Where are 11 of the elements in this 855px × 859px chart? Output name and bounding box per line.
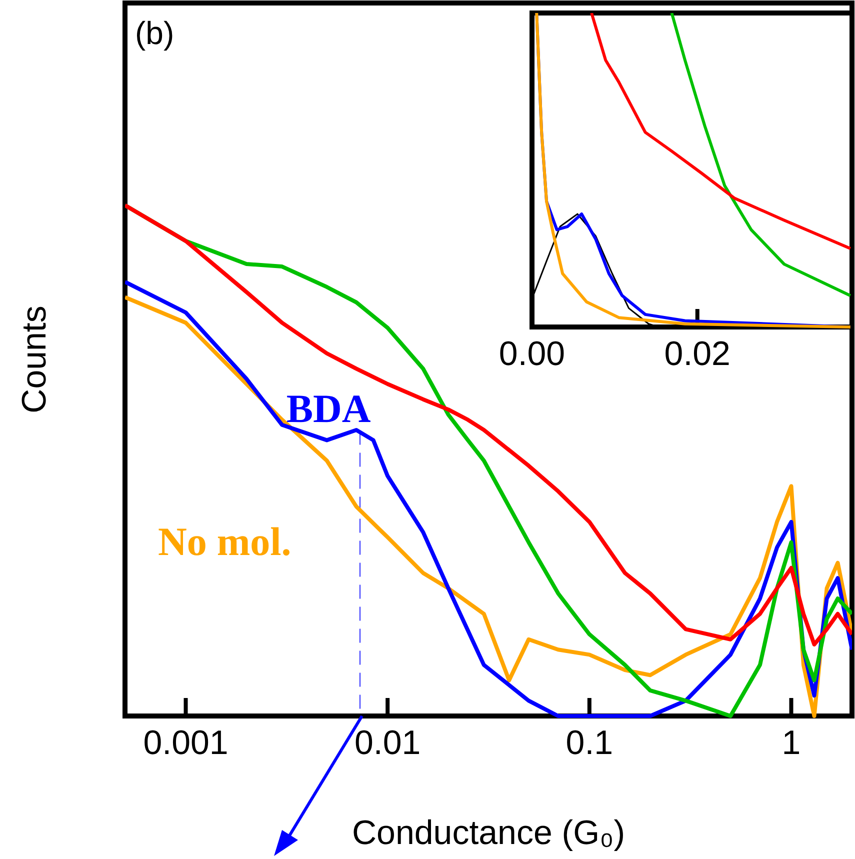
x-tick-label: 0.00 — [498, 334, 566, 373]
x-tick-label: 0.02 — [664, 334, 730, 373]
text: (b) — [135, 14, 174, 51]
x-tick-label: 0.1 — [566, 724, 614, 762]
x-tick-label: 0.01 — [354, 724, 421, 762]
x-tick-label: 0.001 — [143, 724, 228, 762]
x-axis-title: Conductance (G₀) — [352, 814, 626, 852]
y-axis-title: Counts — [15, 306, 54, 414]
series-label: BDA — [286, 386, 371, 431]
x-tick-label: 1 — [782, 724, 801, 762]
series-label: No mol. — [158, 519, 292, 564]
